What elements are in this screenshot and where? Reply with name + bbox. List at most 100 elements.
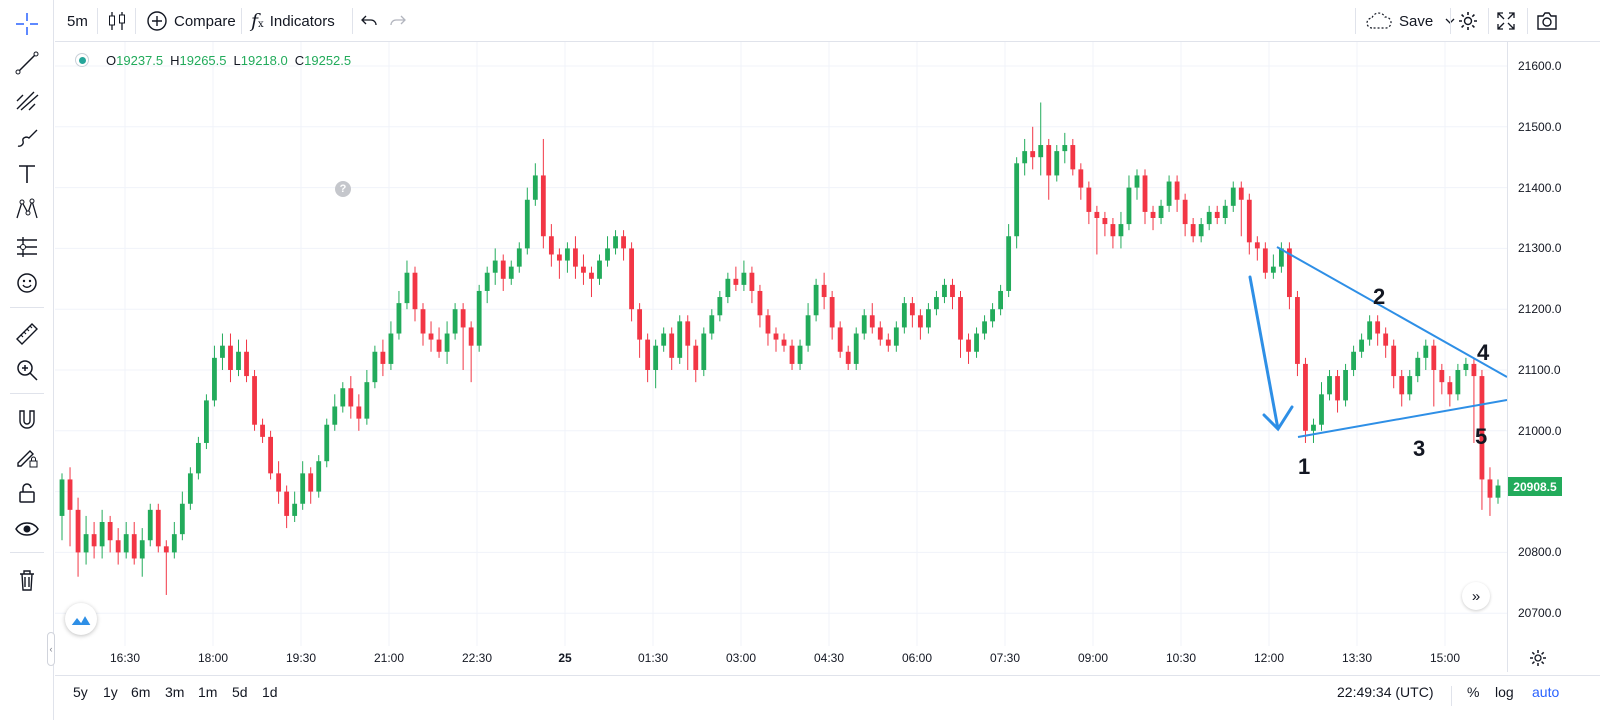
candle-body (869, 315, 875, 328)
candle-body (605, 248, 610, 261)
candle (1311, 418, 1316, 443)
candle (83, 515, 89, 565)
trend-line-icon[interactable] (7, 46, 47, 80)
log-scale-button[interactable]: log (1495, 684, 1514, 700)
candle-body (1487, 479, 1493, 498)
candle-body (484, 272, 490, 291)
candle-body (396, 303, 402, 334)
chart-type-button[interactable] (107, 6, 127, 36)
candle-body (1102, 218, 1108, 225)
range-button-5d[interactable]: 5d (232, 684, 248, 700)
candle (1086, 181, 1092, 225)
percent-scale-button[interactable]: % (1467, 684, 1480, 700)
candle (813, 278, 819, 322)
undo-button[interactable] (360, 6, 378, 36)
candle-body (1110, 224, 1116, 237)
range-button-6m[interactable]: 6m (131, 684, 151, 700)
range-button-1m[interactable]: 1m (198, 684, 218, 700)
gear-icon[interactable] (1528, 648, 1548, 668)
indicators-button[interactable]: fx Indicators (251, 6, 335, 36)
bottom-toolbar: 5y 1y 6m 3m 1m 5d 1d 22:49:34 (UTC) % lo… (55, 675, 1600, 720)
candle-body (1238, 187, 1244, 200)
candle (1327, 370, 1332, 401)
lock-icon[interactable] (7, 476, 47, 510)
emoji-icon[interactable] (7, 266, 47, 300)
screenshot-button[interactable] (1535, 6, 1559, 36)
candle (348, 376, 354, 419)
magnet-icon[interactable] (7, 403, 47, 437)
candle-body (1134, 175, 1140, 188)
candle-body (1399, 376, 1405, 395)
lock-drawings-icon[interactable] (7, 439, 47, 473)
forecast-icon[interactable] (7, 230, 47, 264)
candle (356, 394, 362, 431)
candle-body (701, 333, 707, 370)
candle (1455, 363, 1461, 401)
candle-body (244, 351, 249, 377)
chart-pane[interactable]: 1 2 3 4 5 (55, 42, 1507, 672)
time-axis-label: 09:00 (1077, 651, 1109, 665)
candle (300, 461, 306, 510)
close-value: 19252.5 (304, 52, 352, 68)
candle-body (717, 297, 723, 316)
save-button[interactable]: Save (1365, 6, 1455, 36)
down-arrow-drawing[interactable] (1248, 275, 1294, 432)
help-icon[interactable]: ? (335, 181, 351, 197)
candle-body (1214, 211, 1220, 218)
annotation-label-5: 5 (1475, 424, 1487, 449)
candle-body (508, 266, 514, 279)
candle (99, 509, 105, 559)
price-chart[interactable]: 1 2 3 4 5 (55, 42, 1507, 646)
brush-icon[interactable] (7, 121, 47, 155)
candle (581, 254, 586, 285)
price-scale[interactable]: 21600.0 21500.0 21400.0 21300.0 21200.0 21100… (1507, 42, 1600, 672)
clock[interactable]: 22:49:34 (UTC) (1337, 684, 1434, 700)
compare-button[interactable]: Compare (146, 6, 236, 36)
series-status-icon[interactable] (75, 53, 89, 67)
trash-icon[interactable] (7, 563, 47, 597)
ruler-icon[interactable] (7, 317, 47, 351)
range-button-3m[interactable]: 3m (165, 684, 185, 700)
fib-icon[interactable] (7, 83, 47, 117)
candle (837, 321, 843, 358)
candle (1343, 363, 1348, 407)
range-button-1y[interactable]: 1y (103, 684, 118, 700)
candle-body (966, 339, 971, 352)
eye-icon[interactable] (7, 512, 47, 546)
logo-icon[interactable] (65, 603, 97, 635)
candle-body (589, 272, 594, 279)
candle (492, 248, 498, 285)
lower-trendline[interactable] (1297, 399, 1507, 438)
candle-body (348, 388, 354, 407)
auto-scale-button[interactable]: auto (1532, 684, 1560, 700)
interval-button[interactable]: 5m (67, 12, 88, 30)
upper-trendline[interactable] (1276, 246, 1507, 378)
annotation-label-3: 3 (1413, 436, 1425, 461)
settings-button[interactable] (1457, 6, 1479, 36)
candle-body (629, 248, 634, 310)
zoom-in-icon[interactable] (7, 353, 47, 387)
time-axis[interactable]: 16:30 18:00 19:30 21:00 22:30 25 01:30 03:00 04:… (55, 646, 1507, 672)
candle (1198, 218, 1204, 243)
candle-body (741, 272, 747, 285)
candle-body (1479, 376, 1485, 480)
candle (1182, 193, 1188, 237)
pattern-icon[interactable] (7, 193, 47, 227)
candle (958, 290, 963, 358)
text-icon[interactable] (7, 157, 47, 191)
candle-body (1070, 145, 1076, 170)
redo-button[interactable] (389, 6, 407, 36)
candle-body (645, 339, 651, 370)
candle (236, 339, 241, 377)
fullscreen-button[interactable] (1495, 6, 1517, 36)
range-button-1d[interactable]: 1d (262, 684, 278, 700)
candle (1030, 126, 1036, 170)
crosshair-icon[interactable] (7, 7, 47, 41)
candle (163, 540, 169, 595)
low-value: 19218.0 (240, 52, 288, 68)
collapse-toolbar-button[interactable]: ‹ (47, 632, 55, 666)
candle-body (1014, 163, 1020, 237)
drawings[interactable]: 1 2 3 4 5 (1248, 246, 1507, 479)
range-button-5y[interactable]: 5y (73, 684, 88, 700)
scroll-to-realtime-button[interactable]: » (1462, 582, 1490, 610)
